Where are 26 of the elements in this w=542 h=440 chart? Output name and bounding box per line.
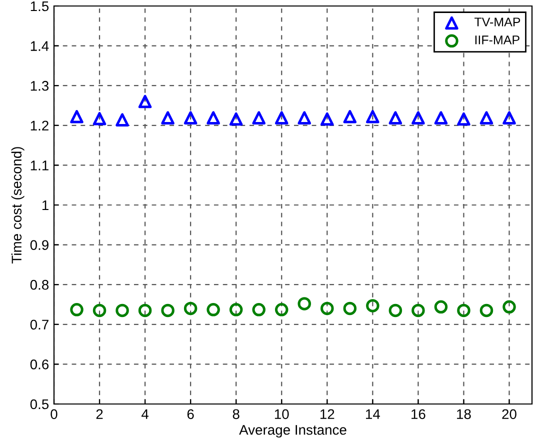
y-axis-title: Time cost (second): [11, 147, 24, 264]
x-tick-label: 4: [142, 409, 149, 419]
x-tick-label: 12: [320, 409, 334, 419]
y-tick-label: 1.4: [30, 41, 49, 51]
y-tick-label: 0.6: [30, 360, 49, 370]
x-tick-label: 14: [366, 409, 380, 419]
x-axis-title: Average Instance: [239, 425, 346, 438]
x-tick-label: 18: [457, 409, 471, 420]
x-tick-label: 0: [50, 409, 58, 420]
x-tick-label: 2: [96, 409, 103, 419]
legend-label: IIF-MAP: [475, 36, 520, 44]
y-tick-label: 0.9: [30, 240, 48, 250]
x-tick-label: 10: [274, 409, 289, 420]
y-tick-label: 0.5: [30, 399, 49, 410]
y-tick-label: 0.8: [30, 280, 49, 290]
x-tick-label: 6: [187, 409, 194, 420]
y-tick-label: 1.5: [30, 1, 49, 12]
legend-label: TV-MAP: [474, 18, 520, 26]
y-tick-label: 1.3: [30, 80, 49, 91]
x-tick-label: 20: [502, 409, 516, 420]
y-tick-label: 1: [42, 200, 48, 210]
y-tick-label: 1.1: [30, 160, 48, 170]
y-tick-label: 0.7: [30, 320, 48, 330]
x-tick-label: 16: [412, 409, 426, 420]
y-tick-label: 1.2: [30, 120, 48, 130]
x-tick-label: 8: [232, 409, 240, 420]
